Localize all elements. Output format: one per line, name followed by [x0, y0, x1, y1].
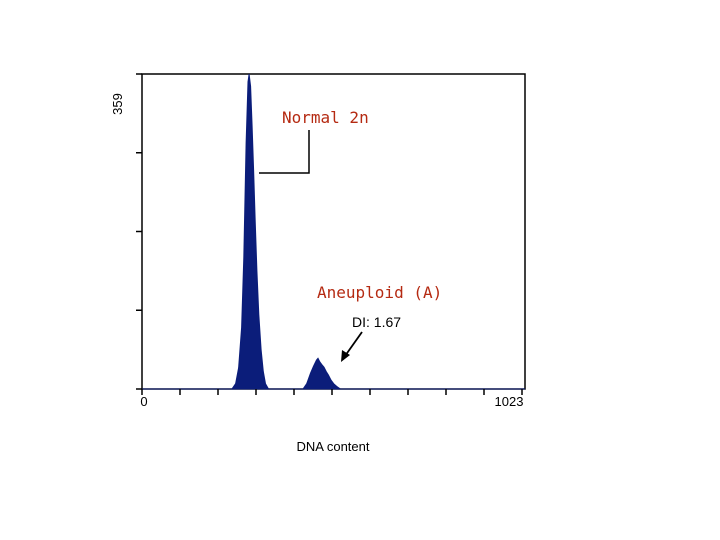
- x-tick-label-max: 1023: [495, 394, 524, 409]
- annotation-di-arrow: [344, 331, 363, 357]
- y-ticks: [136, 73, 142, 390]
- annotation-di: DI: 1.67: [352, 314, 401, 330]
- annotation-normal-2n: Normal 2n: [282, 108, 369, 127]
- x-axis-label: DNA content: [297, 439, 370, 454]
- histogram-series-0: [142, 73, 525, 390]
- y-tick-label-max: 359: [110, 93, 125, 115]
- annotation-normal-2n-leader: [259, 130, 310, 174]
- x-tick-label-min: 0: [140, 394, 147, 409]
- annotation-di-arrowhead: [341, 350, 350, 362]
- x-ticks: [141, 389, 523, 395]
- annotation-aneuploid: Aneuploid (A): [317, 283, 442, 302]
- histogram-area: [142, 73, 525, 390]
